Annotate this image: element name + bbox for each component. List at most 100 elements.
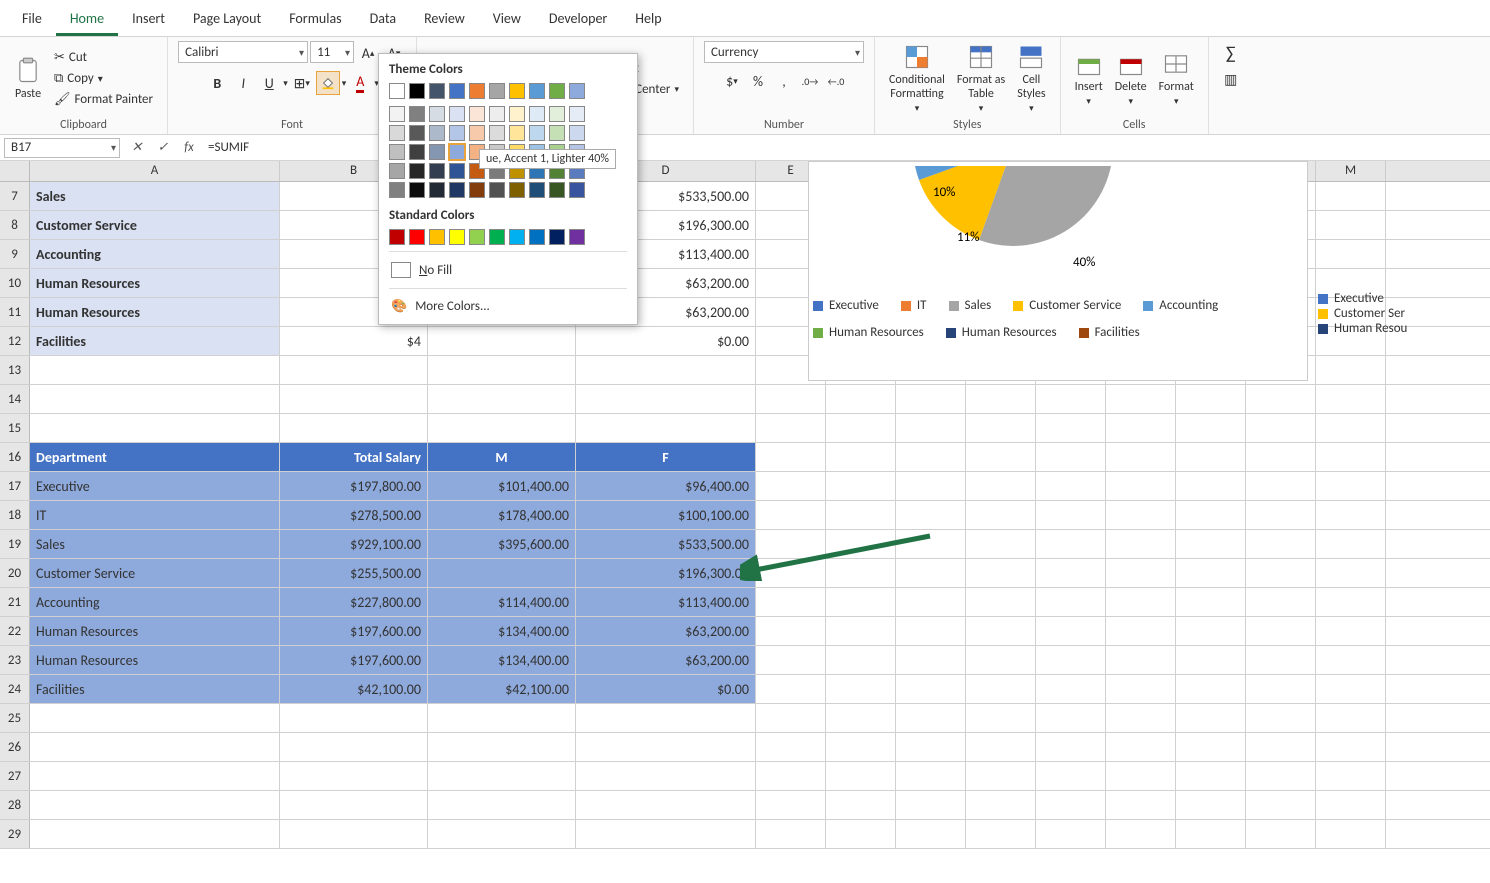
color-swatch[interactable] [389, 182, 405, 198]
color-swatch[interactable] [409, 182, 425, 198]
color-swatch[interactable] [389, 83, 405, 99]
cell-G24[interactable] [896, 675, 966, 703]
cell-F18[interactable] [826, 501, 896, 529]
cell-D12[interactable]: $0.00 [576, 327, 756, 355]
color-swatch[interactable] [509, 229, 525, 245]
cell-B14[interactable] [280, 385, 428, 413]
cell-G27[interactable] [896, 762, 966, 790]
cell-B27[interactable] [280, 762, 428, 790]
cell-M20[interactable] [1316, 559, 1386, 587]
cell-M22[interactable] [1316, 617, 1386, 645]
cell-E28[interactable] [756, 791, 826, 819]
cell-K24[interactable] [1176, 675, 1246, 703]
cell-E21[interactable] [756, 588, 826, 616]
cell-J15[interactable] [1106, 414, 1176, 442]
row-header-24[interactable]: 24 [0, 675, 30, 703]
cell-C18[interactable]: $178,400.00 [428, 501, 576, 529]
cell-D14[interactable] [576, 385, 756, 413]
cell-I19[interactable] [1036, 530, 1106, 558]
cell-H14[interactable] [966, 385, 1036, 413]
cell-B16[interactable]: Total Salary [280, 443, 428, 471]
cell-G15[interactable] [896, 414, 966, 442]
cell-A28[interactable] [30, 791, 280, 819]
cell-I14[interactable] [1036, 385, 1106, 413]
col-header-A[interactable]: A [30, 161, 280, 181]
color-swatch[interactable] [429, 182, 445, 198]
underline-button[interactable]: U [257, 71, 281, 95]
cell-L14[interactable] [1246, 385, 1316, 413]
cell-C13[interactable] [428, 356, 576, 384]
cell-K21[interactable] [1176, 588, 1246, 616]
row-header-19[interactable]: 19 [0, 530, 30, 558]
color-swatch[interactable] [389, 163, 405, 179]
cell-E25[interactable] [756, 704, 826, 732]
cell-D23[interactable]: $63,200.00 [576, 646, 756, 674]
cell-I28[interactable] [1036, 791, 1106, 819]
tab-page-layout[interactable]: Page Layout [179, 4, 275, 36]
color-swatch[interactable] [549, 106, 565, 122]
color-swatch[interactable] [549, 125, 565, 141]
row-header-10[interactable]: 10 [0, 269, 30, 297]
tab-review[interactable]: Review [410, 4, 479, 36]
cell-M26[interactable] [1316, 733, 1386, 761]
format-as-table-button[interactable]: Format as Table▾ [953, 41, 1009, 116]
cell-H15[interactable] [966, 414, 1036, 442]
row-header-22[interactable]: 22 [0, 617, 30, 645]
cell-A21[interactable]: Accounting [30, 588, 280, 616]
cell-L20[interactable] [1246, 559, 1316, 587]
increase-font-icon[interactable]: A▴ [356, 41, 380, 65]
cell-L21[interactable] [1246, 588, 1316, 616]
cell-A26[interactable] [30, 733, 280, 761]
col-header-M[interactable]: M [1316, 161, 1386, 181]
color-swatch[interactable] [509, 182, 525, 198]
cell-M23[interactable] [1316, 646, 1386, 674]
delete-cells-button[interactable]: Delete▾ [1111, 48, 1151, 109]
cell-G28[interactable] [896, 791, 966, 819]
cell-H24[interactable] [966, 675, 1036, 703]
cell-K26[interactable] [1176, 733, 1246, 761]
cell-D19[interactable]: $533,500.00 [576, 530, 756, 558]
cell-H20[interactable] [966, 559, 1036, 587]
cell-J26[interactable] [1106, 733, 1176, 761]
cell-A25[interactable] [30, 704, 280, 732]
cell-B22[interactable]: $197,600.00 [280, 617, 428, 645]
cell-J23[interactable] [1106, 646, 1176, 674]
cell-M29[interactable] [1316, 820, 1386, 848]
cell-C20[interactable] [428, 559, 576, 587]
cell-F29[interactable] [826, 820, 896, 848]
cell-E15[interactable] [756, 414, 826, 442]
cell-K23[interactable] [1176, 646, 1246, 674]
cell-I27[interactable] [1036, 762, 1106, 790]
cell-H29[interactable] [966, 820, 1036, 848]
row-header-27[interactable]: 27 [0, 762, 30, 790]
cell-I18[interactable] [1036, 501, 1106, 529]
fill-color-button[interactable] [316, 71, 340, 95]
autosum-icon[interactable]: ∑ [1219, 41, 1243, 65]
color-swatch[interactable] [489, 182, 505, 198]
cell-J20[interactable] [1106, 559, 1176, 587]
cell-B17[interactable]: $197,800.00 [280, 472, 428, 500]
cell-E16[interactable] [756, 443, 826, 471]
cell-D15[interactable] [576, 414, 756, 442]
cell-L24[interactable] [1246, 675, 1316, 703]
cut-button[interactable]: ✂Cut [50, 48, 157, 67]
cell-C16[interactable]: M [428, 443, 576, 471]
cell-L25[interactable] [1246, 704, 1316, 732]
cell-I20[interactable] [1036, 559, 1106, 587]
tab-data[interactable]: Data [356, 4, 410, 36]
name-box[interactable]: B17 [4, 138, 120, 158]
cell-H16[interactable] [966, 443, 1036, 471]
cell-C19[interactable]: $395,600.00 [428, 530, 576, 558]
comma-format-icon[interactable]: , [772, 69, 796, 93]
cell-L29[interactable] [1246, 820, 1316, 848]
cell-J19[interactable] [1106, 530, 1176, 558]
tab-file[interactable]: File [8, 4, 56, 36]
copy-button[interactable]: ⧉Copy ▾ [50, 69, 157, 88]
tab-formulas[interactable]: Formulas [275, 4, 355, 36]
cell-D22[interactable]: $63,200.00 [576, 617, 756, 645]
cell-I16[interactable] [1036, 443, 1106, 471]
cell-C24[interactable]: $42,100.00 [428, 675, 576, 703]
cell-M14[interactable] [1316, 385, 1386, 413]
cell-C26[interactable] [428, 733, 576, 761]
cell-B15[interactable] [280, 414, 428, 442]
